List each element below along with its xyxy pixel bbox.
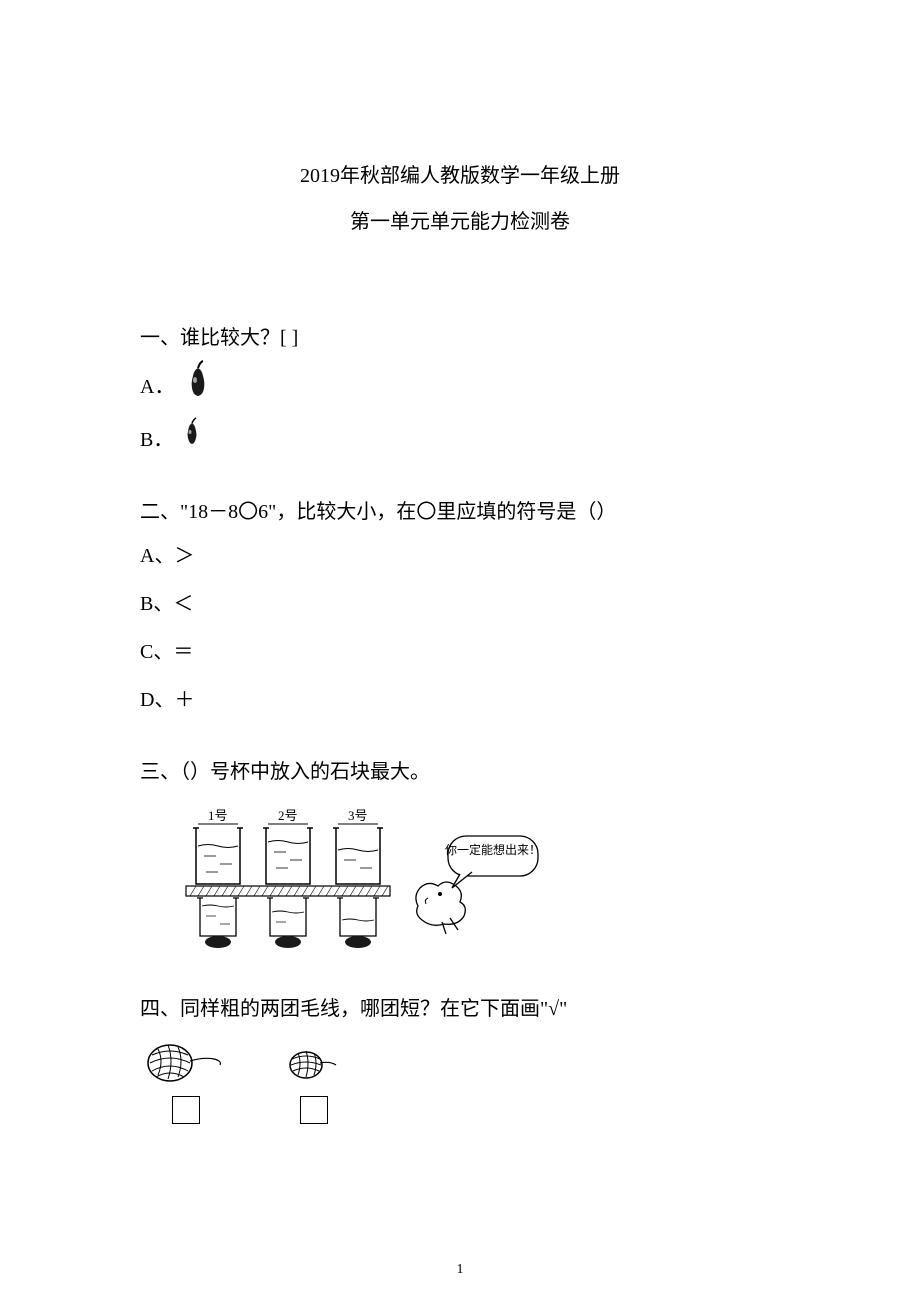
lower-beaker-2-icon	[267, 898, 309, 948]
pear-small-icon	[179, 416, 205, 464]
question-1: 一、谁比较大？[ ] A． B．	[140, 318, 780, 464]
q2-option-c: C、＝	[140, 628, 780, 676]
question-2: 二、"18－8〇6"，比较大小，在〇里应填的符号是（） A、＞ B、＜ C、＝ …	[140, 492, 780, 724]
beaker-2-icon	[263, 828, 313, 884]
q4-prompt: 四、同样粗的两团毛线，哪团短？在它下面画"√"	[140, 989, 780, 1029]
question-4: 四、同样粗的两团毛线，哪团短？在它下面画"√"	[140, 989, 780, 1124]
q1-option-b: B．	[140, 416, 780, 464]
cup1-label: 1号	[208, 808, 228, 823]
doc-subtitle: 第一单元单元能力检测卷	[140, 206, 780, 238]
pear-large-icon	[180, 358, 216, 416]
cup3-label: 3号	[348, 808, 368, 823]
checkbox-large[interactable]	[172, 1096, 200, 1124]
q2-prompt: 二、"18－8〇6"，比较大小，在〇里应填的符号是（）	[140, 492, 780, 532]
yarn-large-icon	[146, 1041, 226, 1088]
yarn-row	[146, 1041, 780, 1124]
q2-option-a: A、＞	[140, 532, 780, 580]
yarn-item-large	[146, 1041, 226, 1124]
doc-title: 2019年秋部编人教版数学一年级上册	[140, 160, 780, 192]
q1-prompt: 一、谁比较大？[ ]	[140, 318, 780, 358]
cup2-label: 2号	[278, 808, 298, 823]
page-number: 1	[0, 1262, 920, 1278]
lower-beaker-1-icon	[197, 898, 239, 948]
bird-icon	[416, 882, 465, 934]
yarn-item-small	[286, 1041, 342, 1124]
q1-a-prefix: A．	[140, 363, 174, 411]
beaker-3-icon	[333, 828, 383, 884]
checkbox-small[interactable]	[300, 1096, 328, 1124]
q1-b-prefix: B．	[140, 416, 173, 464]
q2-option-b: B、＜	[140, 580, 780, 628]
lower-beaker-3-icon	[337, 898, 379, 948]
q1-option-a: A．	[140, 358, 780, 416]
beaker-figure: 1号 2号 3号	[168, 806, 780, 961]
speech-text: 你一定能想出来！	[445, 842, 541, 857]
q2-option-d: D、＋	[140, 676, 780, 724]
yarn-small-icon	[286, 1041, 342, 1088]
q3-prompt: 三、（）号杯中放入的石块最大。	[140, 752, 780, 792]
question-3: 三、（）号杯中放入的石块最大。 1号 2号 3号	[140, 752, 780, 961]
speech-bubble-icon: 你一定能想出来！	[445, 836, 541, 888]
beaker-1-icon	[193, 828, 243, 884]
